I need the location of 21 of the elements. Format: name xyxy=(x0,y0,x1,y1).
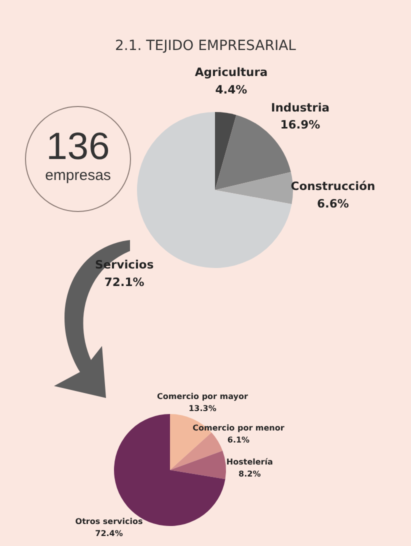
data-label: 6.6% xyxy=(317,196,350,210)
data-label: 4.4% xyxy=(215,82,248,96)
pie-slice xyxy=(215,172,293,204)
pie-slice xyxy=(170,450,226,480)
data-label: 13.3% xyxy=(188,404,216,413)
data-label: 6.1% xyxy=(227,436,250,445)
pie-slice xyxy=(215,112,236,190)
data-label: 8.2% xyxy=(238,469,261,478)
data-label: 72.4% xyxy=(95,528,123,538)
slice-label: Hostelería xyxy=(226,457,273,466)
slice-label: Otros servicios xyxy=(75,516,143,526)
slice-label: Construcción xyxy=(290,179,376,194)
circle-card: 136 empresas xyxy=(25,106,131,212)
slice-label: Comercio por mayor xyxy=(156,392,248,401)
slice-label: Comercio por menor xyxy=(192,424,284,433)
chart-title: 2.1. TEJIDO EMPRESARIAL xyxy=(115,38,296,54)
pie-slice xyxy=(170,432,223,470)
data-label: 72.1% xyxy=(104,274,145,289)
slice-label: Agricultura xyxy=(194,65,268,80)
data-label: 16.9% xyxy=(280,118,321,132)
slice-label: Industria xyxy=(270,100,330,114)
